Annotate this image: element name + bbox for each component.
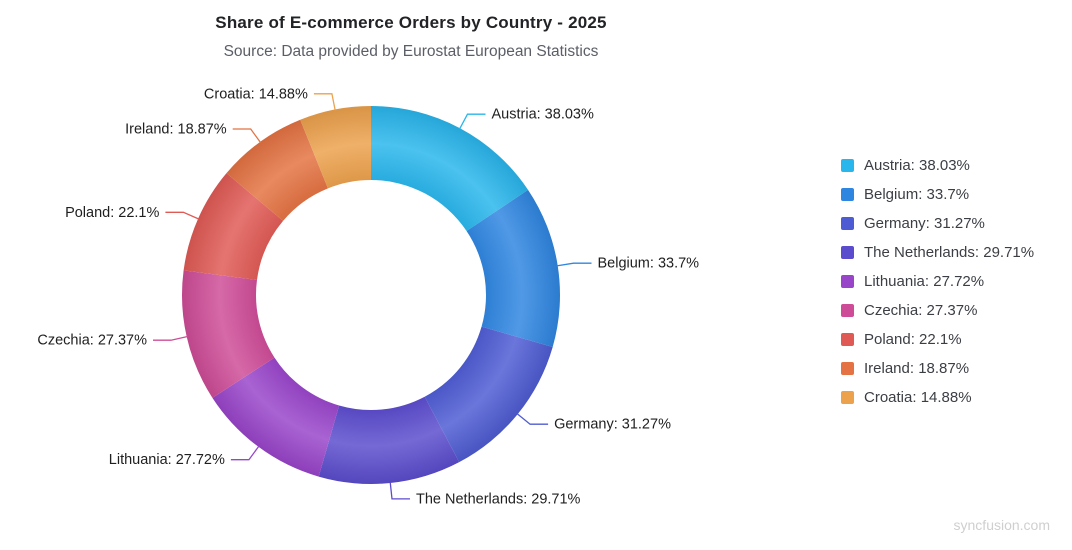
pie-slice-lithuania[interactable] [212,357,340,477]
legend-label-lithuania: Lithuania: 27.72% [864,273,985,290]
legend-label-poland: Poland: 22.1% [864,331,962,348]
legend-item-belgium[interactable]: Belgium: 33.7% [841,186,1034,203]
legend-label-czechia: Czechia: 27.37% [864,302,978,319]
legend-label-the-netherlands: The Netherlands: 29.71% [864,244,1035,261]
legend-item-the-netherlands[interactable]: The Netherlands: 29.71% [841,244,1034,261]
legend-label-germany: Germany: 31.27% [864,215,985,232]
legend-label-ireland: Ireland: 18.87% [864,360,970,377]
chart-title: Share of E-commerce Orders by Country - … [215,13,607,32]
slice-label-czechia: Czechia: 27.37% [37,333,147,349]
legend-item-poland[interactable]: Poland: 22.1% [841,331,1034,348]
label-connector-germany [516,412,549,425]
legend-label-belgium: Belgium: 33.7% [864,186,970,203]
pie-slice-czechia[interactable] [182,270,275,398]
slice-label-poland: Poland: 22.1% [65,205,159,221]
label-connector-czechia [153,335,188,341]
legend-item-germany[interactable]: Germany: 31.27% [841,215,1034,232]
label-connector-belgium [556,262,592,267]
legend-swatch-ireland [841,362,854,375]
legend-label-austria: Austria: 38.03% [864,157,970,174]
slice-label-croatia: Croatia: 14.88% [204,86,308,102]
legend-item-ireland[interactable]: Ireland: 18.87% [841,360,1034,377]
legend-swatch-czechia [841,304,854,317]
pie-slice-belgium[interactable] [466,189,560,348]
label-connector-lithuania [230,445,260,461]
slice-label-the-netherlands: The Netherlands: 29.71% [416,491,581,507]
legend-label-croatia: Croatia: 14.88% [864,389,972,406]
legend-swatch-austria [841,159,854,172]
legend: Austria: 38.03% Belgium: 33.7% Germany: 31… [841,157,1034,406]
label-connector-austria [458,113,486,130]
legend-swatch-the-netherlands [841,246,854,259]
legend-swatch-croatia [841,391,854,404]
legend-item-lithuania[interactable]: Lithuania: 27.72% [841,273,1034,290]
legend-swatch-lithuania [841,275,854,288]
legend-item-czechia[interactable]: Czechia: 27.37% [841,302,1034,319]
labels-group: Austria: 38.03% Belgium: 33.7% Germany: 31… [37,86,699,507]
slice-label-belgium: Belgium: 33.7% [598,256,700,272]
legend-item-croatia[interactable]: Croatia: 14.88% [841,389,1034,406]
slices-group [182,106,560,484]
chart-subtitle: Source: Data provided by Eurostat Europe… [223,43,599,60]
pie-slice-germany[interactable] [424,326,553,463]
watermark: syncfusion.com [953,517,1050,533]
pie-slice-austria[interactable] [371,106,529,232]
label-connector-poland [165,211,200,220]
label-connector-ireland [232,128,262,144]
pie-slice-the-netherlands[interactable] [318,396,460,484]
slice-label-austria: Austria: 38.03% [492,107,594,123]
legend-swatch-belgium [841,188,854,201]
legend-item-austria[interactable]: Austria: 38.03% [841,157,1034,174]
label-connector-croatia [313,93,336,111]
legend-swatch-germany [841,217,854,230]
legend-swatch-poland [841,333,854,346]
pie-slice-croatia[interactable] [300,106,371,189]
pie-slice-ireland[interactable] [226,119,328,221]
slice-label-lithuania: Lithuania: 27.72% [109,452,225,468]
label-connector-the-netherlands [389,481,410,500]
slice-label-germany: Germany: 31.27% [554,417,671,433]
slice-label-ireland: Ireland: 18.87% [125,122,227,138]
pie-slice-poland[interactable] [183,173,284,281]
